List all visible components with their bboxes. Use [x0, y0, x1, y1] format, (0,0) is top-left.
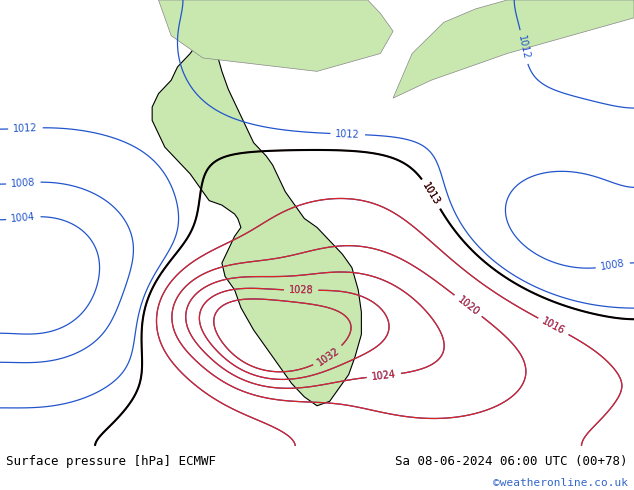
- Text: 1012: 1012: [13, 123, 38, 134]
- Text: 1013: 1013: [421, 181, 442, 207]
- Text: 1020: 1020: [455, 294, 481, 317]
- Text: 1028: 1028: [288, 285, 313, 295]
- Text: Sa 08-06-2024 06:00 UTC (00+78): Sa 08-06-2024 06:00 UTC (00+78): [395, 455, 628, 468]
- Text: 1032: 1032: [315, 345, 341, 368]
- Text: 1004: 1004: [11, 212, 36, 224]
- Text: 1016: 1016: [540, 316, 567, 337]
- Text: 1020: 1020: [455, 294, 481, 317]
- Polygon shape: [393, 0, 634, 98]
- Text: 1008: 1008: [11, 177, 36, 189]
- Text: 1012: 1012: [335, 129, 360, 140]
- Text: 1028: 1028: [288, 285, 313, 295]
- Text: 1016: 1016: [540, 316, 567, 337]
- Text: 1032: 1032: [315, 345, 341, 368]
- Text: 1012: 1012: [516, 34, 531, 60]
- Text: 1008: 1008: [600, 259, 626, 272]
- Text: 1013: 1013: [421, 181, 442, 207]
- Text: ©weatheronline.co.uk: ©weatheronline.co.uk: [493, 478, 628, 489]
- Text: 1024: 1024: [371, 369, 397, 382]
- Text: 1024: 1024: [371, 369, 397, 382]
- Polygon shape: [158, 0, 393, 72]
- Text: Surface pressure [hPa] ECMWF: Surface pressure [hPa] ECMWF: [6, 455, 216, 468]
- Polygon shape: [152, 13, 361, 406]
